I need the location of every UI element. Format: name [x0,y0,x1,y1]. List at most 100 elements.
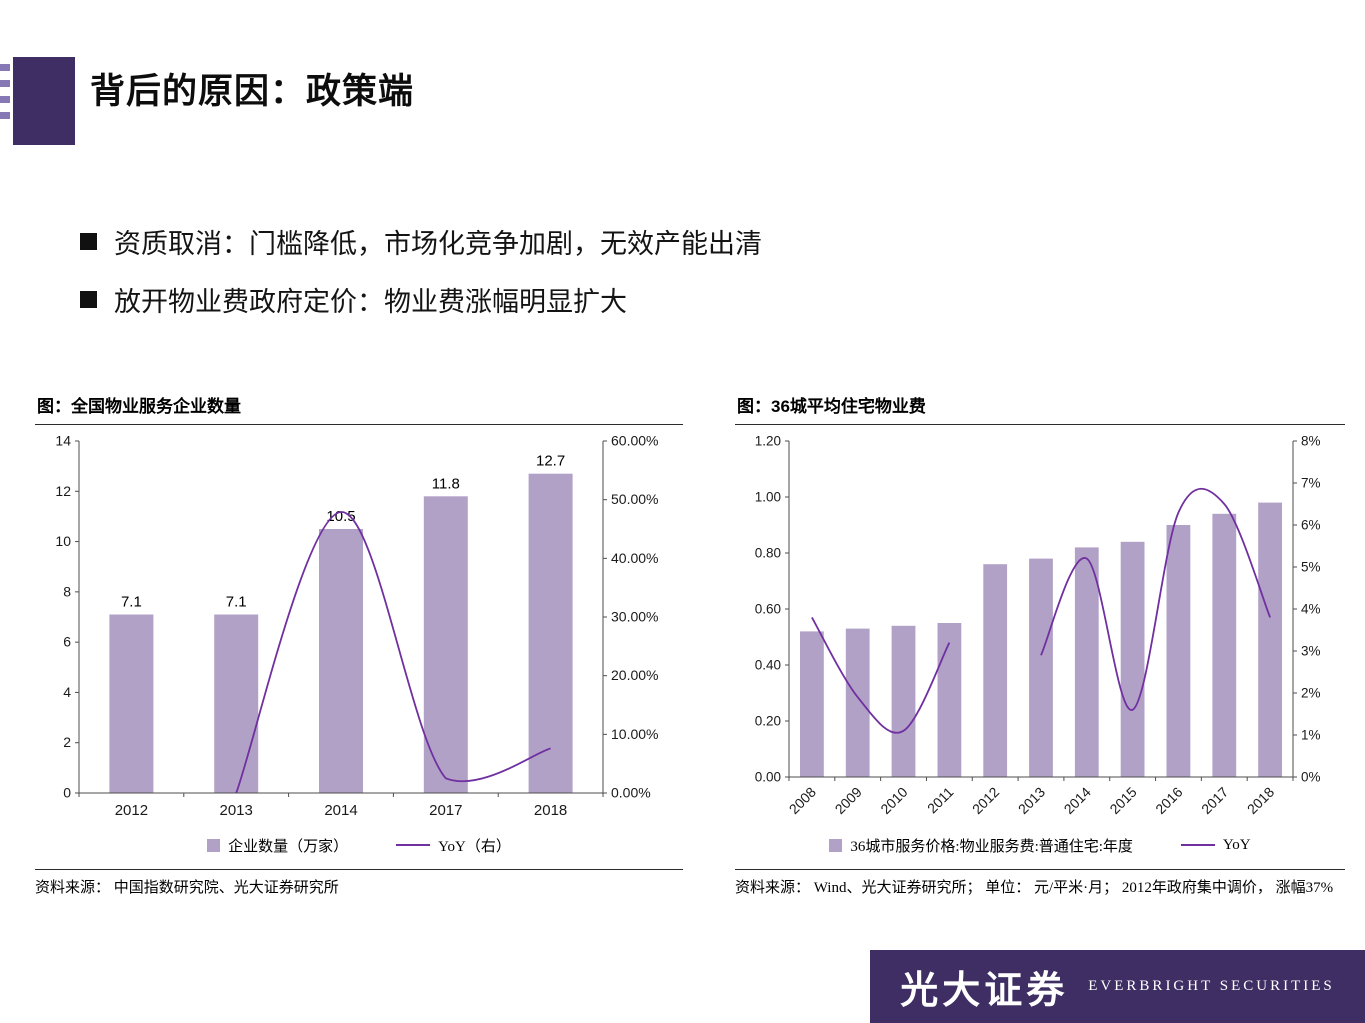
bar [1029,558,1053,777]
bullet-marker-icon [80,291,97,308]
bullet-item: 放开物业费政府定价：物业费涨幅明显扩大 [80,280,627,319]
legend-item-bars: 企业数量（万家） [207,835,348,856]
bar [214,614,259,793]
axis-label: 60.00% [611,433,658,449]
axis-label: 0.00% [611,785,651,801]
brand-logo-cn: 光大证券 [900,970,1069,1012]
x-category-label: 2016 [1152,784,1185,817]
bar [423,496,468,793]
bar-series-swatch-icon [829,838,843,852]
x-category-label: 2012 [969,784,1002,817]
axis-label: 6% [1301,518,1321,533]
bullet-text: 资质取消：门槛降低，市场化竞争加剧，无效产能出清 [114,229,762,259]
brand-logo-band: 光大证券 EVERBRIGHT SECURITIES [870,950,1365,1023]
right-chart-legend: 36城市服务价格:物业服务费:普通住宅:年度 YoY [735,834,1345,856]
axis-label: 1% [1301,728,1321,743]
bar-value-label: 7.1 [121,593,142,610]
axis-label: 0.60 [755,602,781,617]
axis-label: 0.80 [755,546,781,561]
left-source-box: 资料来源： 中国指数研究院、光大证券研究所 [35,869,683,900]
axis-label: 8 [63,583,71,599]
x-category-label: 2017 [429,802,462,819]
legend-label: YoY（右） [438,838,511,855]
left-source-text: 资料来源： 中国指数研究院、光大证券研究所 [35,880,339,896]
x-category-label: 2015 [1106,784,1139,817]
yoy-line [235,511,551,794]
legend-label: YoY [1222,836,1251,853]
bar [800,631,824,777]
bar [1258,502,1282,777]
axis-label: 1.20 [755,434,781,449]
bar [1120,541,1145,777]
bar-value-label: 7.1 [226,593,247,610]
x-category-label: 2011 [924,784,957,817]
x-category-label: 2010 [877,784,910,817]
x-category-label: 2013 [220,802,253,819]
axis-label: 8% [1301,434,1321,449]
bar-value-label: 12.7 [536,453,565,470]
bar [1074,547,1099,777]
bar [109,614,154,793]
property-fee-bar-chart: 0.00 0.20 0.40 0.60 0.80 1.00 1.20 0% 1% 2% 3% 4% 5%… [755,434,1321,818]
axis-label: 3% [1301,644,1321,659]
left-chart-title: 图：全国物业服务企业数量 [35,390,683,425]
axis-label: 0.00 [755,770,781,785]
bar [528,473,573,793]
brand-logo-en: EVERBRIGHT SECURITIES [1088,978,1335,994]
axis-label: 1.00 [755,490,781,505]
axis-label: 6 [63,634,71,650]
left-chart-legend: 企业数量（万家） YoY（右） [35,834,683,856]
bar-value-label: 11.8 [432,475,460,492]
axis-label: 40.00% [611,550,658,566]
axis-label: 0.40 [755,658,781,673]
decoration-square [13,57,75,145]
bullet-item: 资质取消：门槛降低，市场化竞争加剧，无效产能出清 [80,222,762,261]
legend-item-bars: 36城市服务价格:物业服务费:普通住宅:年度 [829,835,1133,856]
axis-label: 7% [1301,476,1321,491]
legend-item-line: YoY [1180,836,1251,854]
decoration-stripes-icon [0,64,10,119]
right-source-text: 资料来源： Wind、光大证券研究所； 单位： 元/平米·月； 2012年政府集… [735,880,1334,896]
legend-label: 36城市服务价格:物业服务费:普通住宅:年度 [850,838,1133,855]
bar-series-swatch-icon [207,838,221,852]
legend-item-line: YoY（右） [396,835,511,856]
axis-label: 10.00% [611,726,658,742]
bar [983,564,1008,777]
axis-label: 4% [1301,602,1321,617]
bar [845,628,870,777]
axis-label: 12 [55,483,71,499]
axis-label: 0% [1301,770,1321,785]
bar [1212,513,1237,777]
x-category-label: 2013 [1015,784,1048,817]
axis-label: 2% [1301,686,1321,701]
x-category-label: 2014 [324,802,357,819]
axis-label: 2 [63,734,71,750]
page-title: 背后的原因：政策端 [90,72,415,111]
yoy-line [1040,488,1271,711]
bar [891,625,916,777]
x-category-label: 2008 [786,784,819,817]
x-category-label: 2014 [1061,784,1094,817]
bullet-marker-icon [80,233,97,250]
company-count-chart-block: 图：全国物业服务企业数量 7.1 7.1 10.5 11.8 12.7 0 2 4 6 8 10 12… [35,390,683,900]
axis-label: 0.20 [755,714,781,729]
axis-label: 20.00% [611,667,658,683]
line-series-swatch-icon [396,844,431,846]
axis-label: 50.00% [611,491,658,507]
bar [937,623,962,777]
bar [1166,525,1191,777]
x-category-label: 2018 [534,802,567,819]
right-source-box: 资料来源： Wind、光大证券研究所； 单位： 元/平米·月； 2012年政府集… [735,869,1345,900]
property-fee-chart-block: 图：36城平均住宅物业费 0.00 0.20 0.40 0.60 0.80 1.00 1.2… [735,390,1345,900]
company-count-bar-chart: 7.1 7.1 10.5 11.8 12.7 0 2 4 6 8 10 12 14 0.00% 10.00%… [55,433,658,820]
axis-label: 14 [55,433,71,449]
bullet-text: 放开物业费政府定价：物业费涨幅明显扩大 [114,287,627,317]
x-category-label: 2009 [832,784,865,817]
x-category-label: 2018 [1244,784,1277,817]
axis-label: 30.00% [611,609,658,625]
yoy-line [811,616,951,734]
line-series-swatch-icon [1180,844,1215,846]
bar-value-label: 10.5 [326,508,355,525]
x-category-label: 2017 [1198,784,1231,817]
